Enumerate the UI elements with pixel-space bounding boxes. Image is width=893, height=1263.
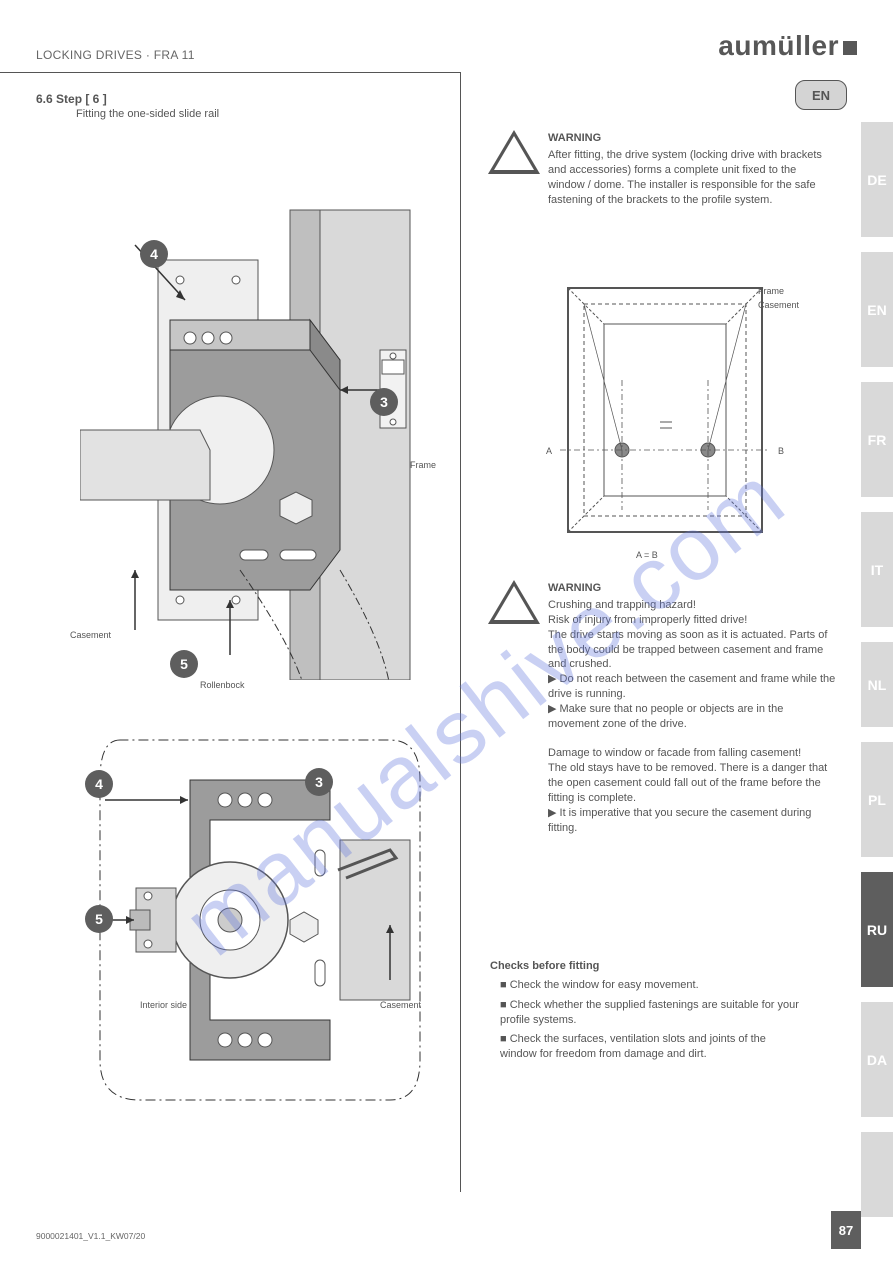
brand-logo: aumüller	[718, 30, 857, 62]
callout-label: 5	[95, 911, 103, 927]
page-title: LOCKING DRIVES · FRA 11	[36, 48, 195, 62]
column-divider	[460, 72, 461, 1192]
tab-it[interactable]: IT	[861, 512, 893, 627]
top-rule	[0, 72, 460, 73]
step-subheading: Fitting the one-sided slide rail	[76, 108, 219, 120]
checks-item-2: ■ Check whether the supplied fastenings …	[500, 998, 800, 1028]
tab-pl[interactable]: PL	[861, 742, 893, 857]
tab-nl[interactable]: NL	[861, 642, 893, 727]
tab-fr[interactable]: FR	[861, 382, 893, 497]
callout-label: 4	[95, 776, 103, 792]
tab-en[interactable]: EN	[861, 252, 893, 367]
callout-5b: 5	[85, 905, 113, 933]
label-frame-top: Frame	[410, 460, 436, 470]
callout-3b: 3	[305, 768, 333, 796]
language-pill: EN	[795, 80, 847, 110]
brand-text: aumüller	[718, 30, 839, 61]
warning-text-2: Crushing and trapping hazard! Risk of in…	[548, 598, 836, 836]
label-B: B	[778, 446, 784, 456]
footer-doc: 9000021401_V1.1_KW07/20	[36, 1231, 145, 1241]
checks-title: Checks before fitting	[490, 960, 599, 972]
warning-text-1: After fitting, the drive system (locking…	[548, 148, 828, 207]
tab-da[interactable]: DA	[861, 1002, 893, 1117]
callout-3a: 3	[370, 388, 398, 416]
callout-label: 3	[315, 774, 323, 790]
callout-4a: 4	[140, 240, 168, 268]
label-casement-right: Casement	[758, 300, 799, 310]
callout-4b: 4	[85, 770, 113, 798]
checks-text: Check the window for easy movement.	[510, 979, 699, 991]
warning-triangle-2	[488, 580, 540, 624]
warning-triangle-1	[488, 130, 540, 174]
diagram-window-centring	[560, 280, 770, 540]
page-number: 87	[831, 1211, 861, 1249]
label-A: A	[546, 446, 552, 456]
checks-item-1: ■ Check the window for easy movement.	[500, 978, 800, 993]
callout-label: 5	[180, 656, 188, 672]
brand-square	[843, 41, 857, 55]
label-frame-right: Frame	[758, 286, 784, 296]
tab-blank	[861, 1132, 893, 1217]
warning-label-2: WARNING	[548, 582, 601, 594]
label-casement-bottom: Casement	[380, 1000, 421, 1010]
tab-de[interactable]: DE	[861, 122, 893, 237]
callout-5a: 5	[170, 650, 198, 678]
tab-ru[interactable]: RU	[861, 872, 893, 987]
checks-text: Check whether the supplied fastenings ar…	[500, 999, 799, 1026]
checks-item-3: ■ Check the surfaces, ventilation slots …	[500, 1032, 800, 1062]
warning-label-1: WARNING	[548, 132, 601, 144]
diagram-bracket-iso	[80, 200, 440, 680]
label-rollenbock: Rollenbock	[200, 680, 245, 690]
step-heading: 6.6 Step [ 6 ]	[36, 92, 107, 106]
diagram-bracket-detail	[90, 720, 430, 1120]
page-footer: 9000021401_V1.1_KW07/20 87	[36, 1231, 833, 1241]
label-interior: Interior side	[140, 1000, 187, 1010]
label-casement-top: Casement	[70, 630, 111, 640]
checks-text: Check the surfaces, ventilation slots an…	[500, 1033, 766, 1060]
callout-label: 3	[380, 394, 388, 410]
label-AeqB: A = B	[636, 550, 658, 560]
callout-label: 4	[150, 246, 158, 262]
